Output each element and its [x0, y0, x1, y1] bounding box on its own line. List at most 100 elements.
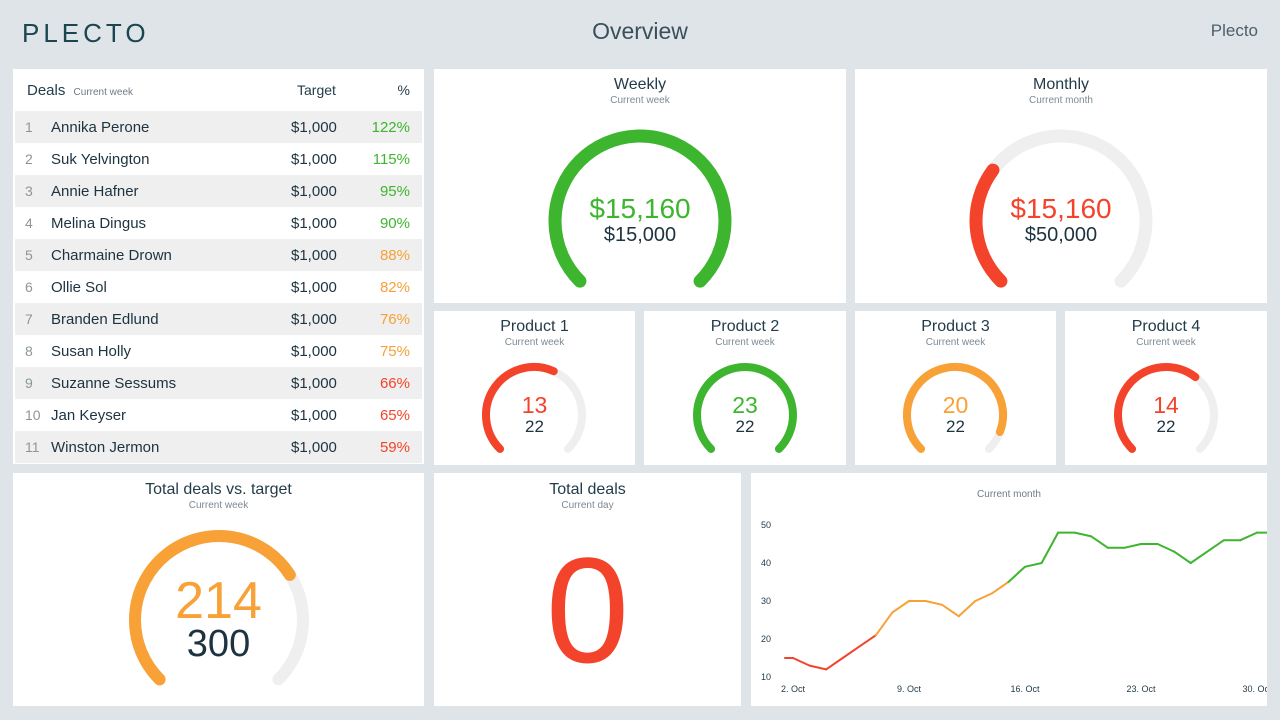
weekly-gauge-panel: Weekly Current week $15,160 $15,000	[434, 69, 846, 303]
row-target: $1,000	[291, 375, 337, 392]
total-vs-target-gauge	[129, 530, 309, 686]
table-row[interactable]: 6 Ollie Sol $1,000 82%	[15, 271, 422, 303]
series-line-segment	[990, 581, 1010, 595]
gauge-progress-arc	[903, 363, 1007, 453]
row-target: $1,000	[291, 407, 337, 424]
table-row[interactable]: 9 Suzanne Sessums $1,000 66%	[15, 367, 422, 399]
table-row[interactable]: 2 Suk Yelvington $1,000 115%	[15, 143, 422, 175]
row-percent: 66%	[379, 375, 410, 392]
row-rank: 7	[25, 311, 33, 327]
weekly-title: Weekly	[613, 76, 667, 93]
series-line-segment	[1156, 543, 1176, 553]
column-header-target: Target	[297, 82, 336, 98]
row-target: $1,000	[291, 215, 337, 232]
total-deals-panel: Total deals Current day 0	[434, 473, 741, 706]
y-tick-label: 20	[761, 634, 771, 644]
chart-title: Current month	[977, 489, 1041, 500]
series-line-segment	[792, 657, 811, 667]
row-name: Melina Dingus	[51, 215, 147, 232]
monthly-subtitle: Current month	[1029, 95, 1093, 106]
row-target: $1,000	[291, 343, 337, 360]
series-line-segment	[1073, 531, 1093, 538]
series-line-segment	[1040, 531, 1060, 564]
x-tick-label: 16. Oct	[1010, 684, 1040, 694]
x-tick-label: 23. Oct	[1126, 684, 1156, 694]
product-4-gauge	[1114, 363, 1218, 453]
gauge-progress-arc	[548, 129, 732, 288]
row-percent: 95%	[379, 183, 410, 200]
weekly-value: $15,160	[589, 193, 691, 224]
weekly-target: $15,000	[603, 224, 677, 246]
series-line-segment	[1206, 539, 1225, 553]
row-percent: 65%	[379, 407, 410, 424]
monthly-gauge	[969, 129, 1153, 288]
y-tick-label: 30	[761, 596, 771, 606]
row-rank: 8	[25, 343, 33, 359]
row-name: Susan Holly	[51, 343, 132, 360]
leaderboard-title: Deals Current week	[27, 82, 133, 99]
series-line-segment	[841, 645, 861, 659]
row-target: $1,000	[291, 247, 337, 264]
product-1-panel: Product 1 Current week 13 22	[434, 311, 635, 465]
product-2-panel: Product 2 Current week 23 22	[644, 311, 846, 465]
row-name: Charmaine Drown	[51, 247, 172, 264]
account-name[interactable]: Plecto	[1210, 21, 1258, 40]
series-line-segment	[1024, 562, 1043, 568]
series-line-segment	[957, 600, 977, 618]
row-name: Annie Hafner	[51, 183, 139, 200]
gauge-progress-arc	[693, 363, 797, 453]
table-row[interactable]: 11 Winston Jermon $1,000 59%	[15, 431, 422, 463]
row-percent: 88%	[379, 247, 410, 264]
table-row[interactable]: 4 Melina Dingus $1,000 90%	[15, 207, 422, 239]
product-1-target: 22	[525, 417, 544, 436]
row-rank: 6	[25, 279, 33, 295]
series-line-segment	[1007, 565, 1026, 583]
table-row[interactable]: 3 Annie Hafner $1,000 95%	[15, 175, 422, 207]
product-1-subtitle: Current week	[504, 337, 565, 348]
x-tick-label: 2. Oct	[781, 684, 806, 694]
row-target: $1,000	[291, 119, 337, 136]
series-line-segment	[1173, 550, 1192, 564]
monthly-line-chart: Current month 10 20 30 40 50 2. Oct 9. Oct 16. O…	[761, 489, 1267, 694]
product-3-gauge	[903, 363, 1007, 453]
row-rank: 5	[25, 247, 33, 263]
row-name: Annika Perone	[51, 119, 150, 136]
product-4-panel: Product 4 Current week 14 22	[1065, 311, 1267, 465]
page-title: Overview	[592, 18, 688, 44]
table-row[interactable]: 1 Annika Perone $1,000 122%	[15, 111, 422, 143]
x-tick-label: 30. Oct	[1242, 684, 1267, 694]
monthly-gauge-panel: Monthly Current month $15,160 $50,000	[855, 69, 1267, 303]
row-percent: 75%	[379, 343, 410, 360]
table-row[interactable]: 7 Branden Edlund $1,000 76%	[15, 303, 422, 335]
table-row[interactable]: 8 Susan Holly $1,000 75%	[15, 335, 422, 367]
gauge-progress-arc	[969, 163, 1008, 288]
row-name: Suzanne Sessums	[51, 375, 177, 392]
table-row[interactable]: 5 Charmaine Drown $1,000 88%	[15, 239, 422, 271]
row-target: $1,000	[291, 311, 337, 328]
series-line-segment	[808, 664, 828, 671]
product-2-gauge	[693, 363, 797, 453]
row-rank: 1	[25, 119, 33, 135]
product-3-panel: Product 3 Current week 20 22	[855, 311, 1056, 465]
weekly-gauge	[548, 129, 732, 288]
row-percent: 82%	[379, 279, 410, 296]
total-deals-subtitle: Current day	[561, 500, 614, 511]
table-row[interactable]: 10 Jan Keyser $1,000 65%	[15, 399, 422, 431]
row-target: $1,000	[291, 151, 337, 168]
row-name: Ollie Sol	[51, 279, 107, 296]
x-tick-label: 9. Oct	[897, 684, 922, 694]
row-percent: 76%	[379, 311, 410, 328]
product-3-value: 20	[942, 392, 969, 418]
row-name: Jan Keyser	[51, 407, 127, 424]
row-rank: 3	[25, 183, 33, 199]
row-rank: 10	[25, 407, 41, 423]
series-line-segment	[874, 611, 894, 637]
total-vs-target-target: 300	[186, 623, 251, 665]
product-2-target: 22	[735, 417, 755, 436]
product-3-title: Product 3	[921, 318, 990, 335]
product-4-value: 14	[1153, 392, 1179, 418]
plecto-logo[interactable]: PLECTO	[22, 18, 150, 48]
gauge-progress-arc	[482, 363, 558, 453]
product-2-subtitle: Current week	[715, 337, 775, 348]
leaderboard-title-text: Deals	[27, 82, 66, 99]
